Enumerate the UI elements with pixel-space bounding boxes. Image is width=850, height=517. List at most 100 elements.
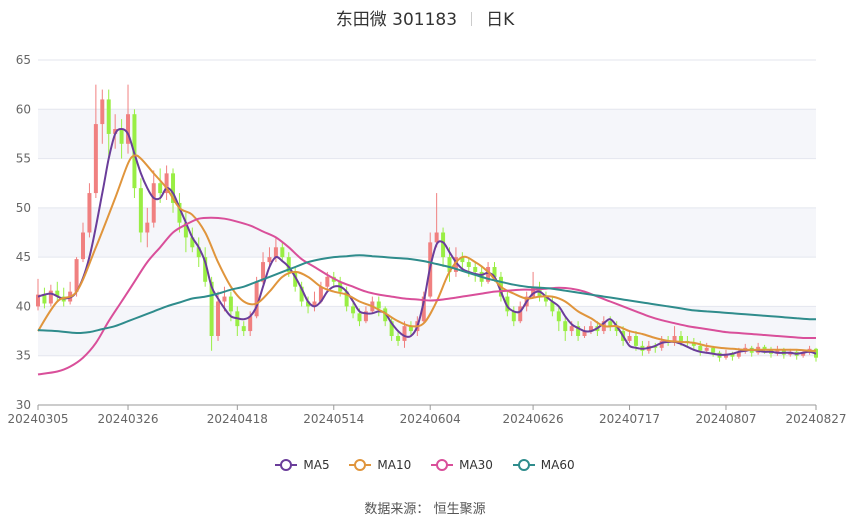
candle-body [511,311,516,322]
candle-body [576,326,581,336]
candle-down [511,306,516,327]
candle-body [151,183,156,223]
candle-body [126,114,131,144]
candle-body [164,173,169,194]
candle-down [190,227,195,253]
candle-body [363,311,368,322]
candle-down [473,262,478,282]
candle-body [248,316,253,332]
candle-body [543,296,548,302]
candle-body [801,352,806,356]
candle-body [588,326,593,332]
candle-body [93,124,98,194]
candle-body [762,346,767,350]
candle-down [280,242,285,263]
candle-body [563,321,568,332]
candle-body [659,340,664,348]
candle-body [678,336,683,341]
candle-body [273,247,278,258]
candle-up [434,193,439,248]
candle-body [466,262,471,267]
candle-body [582,331,587,336]
title-separator [471,12,473,26]
candle-up [627,331,632,343]
chart-band [38,207,816,258]
candle-body [293,271,298,287]
candle-body [254,281,259,317]
candle-body [723,353,728,358]
candle-body [177,202,182,223]
legend-ma5[interactable]: MA5 [275,458,330,472]
candle-down [138,178,143,243]
ma-line-ma60 [37,254,817,335]
x-tick-label: 20240807 [695,412,756,426]
candle-body [691,342,696,346]
candle-body [222,296,227,302]
x-tick-label: 20240514 [303,412,364,426]
legend-ma60[interactable]: MA60 [512,458,575,472]
candle-body [672,336,677,343]
candle-body [344,291,349,307]
candle-body [325,276,330,287]
candle-body [42,294,47,304]
candle-body [556,311,561,322]
candle-down [203,247,208,287]
chart-band [38,306,816,356]
candle-down [171,168,176,213]
x-tick-label: 20240418 [207,412,268,426]
legend: MA5 MA10 MA30 MA60 [0,458,850,474]
candle-body [389,321,394,336]
candle-up [126,84,131,154]
x-tick-label: 20240717 [599,412,660,426]
x-tick-label: 20240827 [785,412,846,426]
candle-down [505,291,510,317]
candle-body [531,286,536,297]
candle-body [106,99,111,134]
candle-body [608,321,613,327]
candle-down [543,291,548,307]
ma-line-ma5 [37,128,817,356]
candle-body [318,286,323,302]
candle-down [299,281,304,307]
candle-up [267,247,272,267]
legend-ma10[interactable]: MA10 [349,458,411,472]
candle-body [473,267,478,272]
candle-down [42,287,47,309]
candle-body [730,353,735,357]
candle-body [775,349,780,354]
y-tick-label: 60 [16,102,31,116]
candle-down [563,316,568,341]
candle-up [402,321,407,348]
candle-body [280,247,285,258]
x-tick-label: 20240626 [503,412,564,426]
candle-body [203,257,208,282]
candle-up [68,281,73,305]
candle-body [408,326,413,332]
candle-body [36,294,40,307]
legend-ma30[interactable]: MA30 [431,458,493,472]
legend-ma10-marker [349,459,372,471]
candle-body [74,259,79,292]
candle-body [87,193,92,233]
candle-up [145,207,150,248]
candle-body [55,290,60,297]
candle-body [736,351,741,357]
candle-body [614,326,619,332]
candle-body [505,296,510,312]
y-tick-label: 30 [16,398,31,412]
candle-body [550,301,555,312]
moving-average-lines [37,128,817,376]
candle-down [241,321,246,336]
candle-body [453,257,458,272]
candle-body [312,301,317,307]
candle-body [396,336,401,341]
candle-down [441,227,446,267]
candle-down [556,306,561,332]
y-tick-label: 45 [16,250,31,264]
candle-down [576,321,581,341]
candle-body [100,99,105,125]
candle-body [261,262,266,282]
candle-body [441,232,446,258]
candle-body [704,347,709,351]
legend-ma10-label: MA10 [377,458,412,472]
